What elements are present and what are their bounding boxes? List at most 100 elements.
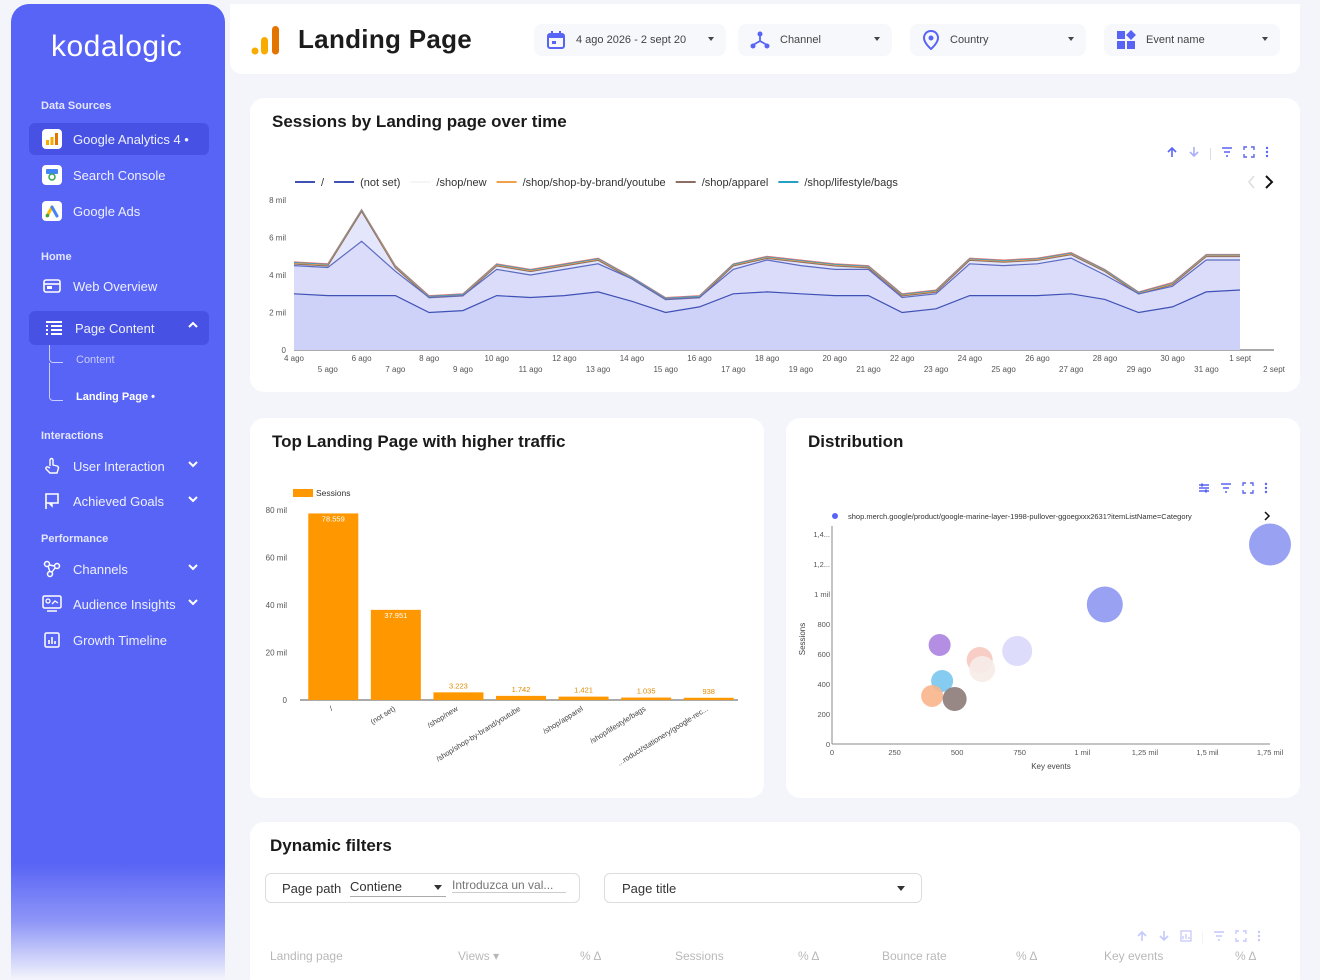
x-tick-label: 25 ago: [991, 365, 1016, 374]
page-title-select[interactable]: Page title: [604, 873, 922, 903]
x-tick-label: 26 ago: [1025, 354, 1050, 363]
sidebar-item-ga4[interactable]: Google Analytics 4 •: [29, 123, 209, 155]
more-options-icon[interactable]: [1264, 481, 1268, 499]
y-tick-label: 0: [283, 696, 288, 705]
y-tick-label: 0: [826, 740, 830, 749]
x-tick-label: 1,75 mil: [1257, 748, 1284, 757]
chevron-up-icon[interactable]: [187, 319, 199, 334]
filter-icon[interactable]: [1221, 145, 1233, 163]
table-column-header[interactable]: Bounce rate: [882, 949, 947, 963]
sort-ascending-icon[interactable]: [1136, 929, 1148, 947]
window-icon: [41, 275, 63, 297]
sidebar-item-growth-timeline[interactable]: Growth Timeline: [29, 624, 209, 656]
table-column-header[interactable]: Landing page: [270, 949, 343, 963]
date-range-value: 4 ago 2026 - 2 sept 20: [576, 34, 687, 46]
bar-value-label: 3.223: [449, 681, 468, 690]
controls-icon[interactable]: [1198, 481, 1210, 499]
more-options-icon[interactable]: [1265, 145, 1269, 163]
chart-toolbar: [1166, 145, 1269, 163]
y-axis-title: Sessions: [798, 623, 807, 655]
caret-down-icon: [708, 37, 714, 41]
x-tick-label: 9 ago: [453, 365, 474, 374]
event-name-filter[interactable]: Event name: [1104, 24, 1280, 56]
section-interactions: Interactions: [41, 430, 104, 442]
dynamic-filters-card: Dynamic filters Page path Contiene Page …: [250, 822, 1300, 980]
list-icon: [43, 317, 65, 339]
bar: [558, 696, 609, 700]
sidebar-item-google-ads[interactable]: Google Ads: [29, 195, 209, 227]
sidebar-item-page-content[interactable]: Page Content: [29, 311, 209, 345]
y-tick-label: 20 mil: [266, 649, 288, 658]
sidebar-subitem-landing-page[interactable]: Landing Page •: [76, 391, 156, 403]
filter-icon[interactable]: [1220, 481, 1232, 499]
sidebar-subitem-content[interactable]: Content: [76, 354, 115, 366]
legend-swatch: [832, 513, 838, 519]
x-tick-label: 31 ago: [1194, 365, 1219, 374]
table-column-header[interactable]: % Δ: [798, 949, 820, 963]
table-column-header[interactable]: % Δ: [1016, 949, 1038, 963]
sidebar-item-achieved-goals[interactable]: Achieved Goals: [29, 485, 209, 517]
y-tick-label: 1,2...: [813, 560, 830, 569]
y-tick-label: 200: [817, 710, 830, 719]
table-column-header[interactable]: % Δ: [580, 949, 602, 963]
legend-label: /shop/new: [436, 177, 486, 189]
x-tick-label: 17 ago: [721, 365, 746, 374]
scatter-point: [969, 656, 996, 682]
x-tick-label: 30 ago: [1160, 354, 1185, 363]
event-name-filter-label: Event name: [1146, 34, 1205, 46]
fullscreen-icon[interactable]: [1242, 481, 1254, 499]
more-options-icon[interactable]: [1257, 929, 1261, 947]
sort-descending-icon[interactable]: [1158, 929, 1170, 947]
legend-prev-icon: [1248, 175, 1255, 189]
page-path-filter[interactable]: Page path Contiene: [265, 873, 580, 903]
bar-value-label: 1.035: [637, 687, 656, 696]
bar: [308, 513, 359, 700]
page-path-value-input[interactable]: [452, 878, 566, 893]
bar-value-label: 1.742: [512, 685, 531, 694]
series-line-slash: [293, 240, 1240, 301]
y-tick-label: 2 mil: [269, 309, 286, 318]
x-tick-label: 1,5 mil: [1196, 748, 1218, 757]
table-column-header[interactable]: Sessions: [675, 949, 724, 963]
top-header: Landing Page 4 ago 2026 - 2 sept 20 Chan…: [230, 4, 1300, 74]
sort-descending-icon[interactable]: [1188, 145, 1200, 163]
sidebar-item-label: Growth Timeline: [73, 632, 167, 648]
fullscreen-icon[interactable]: [1235, 929, 1247, 947]
filter-icon[interactable]: [1213, 929, 1225, 947]
chevron-down-icon[interactable]: [187, 561, 199, 576]
chart-toolbar: [1198, 481, 1268, 499]
table-column-header[interactable]: Views ▾: [458, 949, 500, 963]
chart-type-icon[interactable]: [1180, 929, 1192, 947]
y-tick-label: 6 mil: [269, 234, 286, 243]
bar-value-label: 938: [702, 687, 715, 696]
x-tick-label: /shop/lifestyle/bags: [588, 704, 647, 746]
sidebar-item-search-console[interactable]: Search Console: [29, 159, 209, 191]
country-filter[interactable]: Country: [910, 24, 1086, 56]
caret-down-icon: [874, 37, 880, 41]
table-column-header[interactable]: % Δ: [1235, 949, 1257, 963]
sidebar-item-web-overview[interactable]: Web Overview: [29, 270, 209, 302]
scatter-point: [921, 685, 944, 707]
hand-pointer-icon: [41, 455, 63, 477]
x-tick-label: 2 sept: [1263, 365, 1286, 374]
sidebar-item-audience-insights[interactable]: Audience Insights: [29, 588, 209, 620]
audience-icon: [41, 593, 63, 615]
chevron-down-icon[interactable]: [187, 493, 199, 508]
bar-value-label: 1.421: [574, 686, 593, 695]
channel-filter[interactable]: Channel: [738, 24, 892, 56]
sidebar-item-user-interaction[interactable]: User Interaction: [29, 450, 209, 482]
chevron-down-icon[interactable]: [187, 458, 199, 473]
channel-filter-label: Channel: [780, 34, 821, 46]
scatter-point: [942, 687, 967, 711]
section-home: Home: [41, 251, 72, 263]
sidebar-item-channels[interactable]: Channels: [29, 553, 209, 585]
operator-select[interactable]: Contiene: [350, 879, 446, 897]
table-column-header[interactable]: Key events: [1104, 949, 1164, 963]
date-range-picker[interactable]: 4 ago 2026 - 2 sept 20: [534, 24, 726, 56]
sort-ascending-icon[interactable]: [1166, 145, 1178, 163]
x-tick-label: 24 ago: [958, 354, 983, 363]
fullscreen-icon[interactable]: [1243, 145, 1255, 163]
x-tick-label: 15 ago: [653, 365, 678, 374]
chevron-down-icon[interactable]: [187, 596, 199, 611]
top-landing-bar-chart: Sessions 0 20 mil 40 mil 60 mil 80 mil 78.559 /…: [266, 488, 738, 768]
